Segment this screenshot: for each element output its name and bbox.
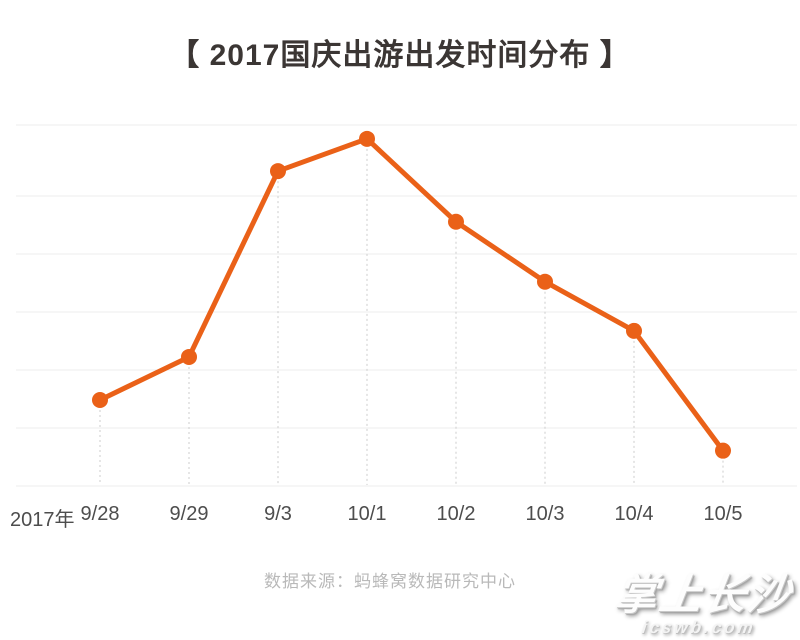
data-point [537, 273, 553, 290]
x-axis-label: 10/1 [347, 503, 387, 525]
x-axis-label: 9/29 [169, 503, 209, 525]
x-axis-label: 9/3 [264, 503, 292, 525]
data-point [715, 442, 731, 459]
data-point [270, 163, 286, 180]
data-point [181, 348, 197, 365]
data-point [448, 213, 464, 230]
x-axis-label: 10/2 [436, 503, 476, 525]
watermark-url: icswb.com [640, 618, 758, 637]
trend-line [97, 136, 726, 454]
data-point [626, 322, 642, 339]
chart-canvas [16, 124, 797, 487]
x-axis-year-label: 2017年 [10, 509, 75, 531]
line-chart: 9/28 9/29 9/3 10/1 10/2 10/3 10/4 10/5 2017年 [10, 124, 797, 531]
data-point [92, 391, 108, 408]
watermark-logo: 掌上长沙 icswb.com [610, 571, 795, 637]
x-axis-label: 10/3 [525, 503, 565, 525]
data-source-caption: 数据来源：蚂蜂窝数据研究中心 [264, 572, 516, 591]
chart-title: 【 2017国庆出游出发时间分布 】 [169, 39, 631, 72]
x-axis-label: 9/28 [80, 503, 120, 525]
watermark-name: 掌上长沙 [612, 571, 795, 618]
x-axis-label: 10/4 [614, 503, 654, 525]
data-point [359, 130, 375, 147]
x-axis-label: 10/5 [703, 503, 743, 525]
